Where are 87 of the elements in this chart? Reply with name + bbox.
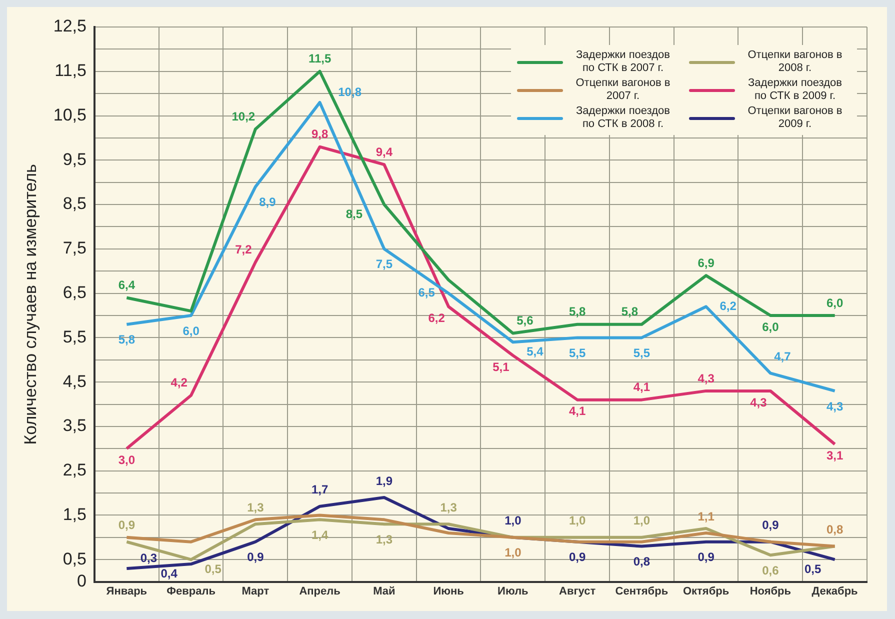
y-tick-label: 5,5: [62, 327, 86, 346]
data-label: 4,2: [170, 376, 188, 390]
data-label: 1,7: [311, 482, 328, 497]
data-label: 4,1: [633, 380, 650, 394]
legend-label: Отцепки вагонов в 2007 г.: [574, 77, 672, 103]
y-tick-label: 1,5: [62, 504, 86, 524]
data-label: 1,9: [376, 474, 393, 488]
data-label: 5,4: [526, 344, 544, 358]
legend-label: Задержки поездов по СТК в 2007 г.: [575, 49, 671, 75]
data-label: 0,9: [247, 550, 264, 564]
y-tick-label: 2,5: [62, 460, 86, 480]
data-label: 0,8: [633, 554, 650, 569]
x-tick-label: Июль: [498, 585, 529, 598]
data-label: 1,3: [440, 500, 458, 514]
data-label: 4,3: [750, 395, 768, 410]
x-tick-label: Май: [373, 585, 396, 598]
data-label: 5,5: [568, 346, 586, 360]
data-label: 4,1: [568, 404, 586, 418]
data-label: 4,3: [698, 371, 715, 386]
data-label: 5,8: [621, 304, 638, 319]
data-label: 0,5: [804, 562, 822, 576]
data-label: 8,9: [259, 195, 276, 210]
data-label: 0,9: [568, 550, 586, 564]
data-label: 0,4: [160, 566, 178, 580]
data-label: 6,2: [428, 310, 446, 325]
data-label: 1,0: [504, 546, 522, 560]
y-tick-label: 3,5: [62, 416, 86, 436]
data-label: 1,0: [633, 514, 650, 528]
data-label: 5,8: [118, 332, 136, 347]
data-label: 5,1: [492, 360, 510, 374]
data-label: 3,1: [826, 448, 844, 463]
data-label: 10,2: [232, 109, 256, 124]
x-tick-label: Ноябрь: [750, 585, 792, 598]
data-label: 8,5: [346, 206, 363, 221]
y-tick-label: 12,5: [53, 16, 86, 36]
y-tick-label: 8,5: [62, 194, 86, 214]
x-tick-label: Декабрь: [812, 585, 858, 598]
data-label: 3,0: [118, 452, 136, 467]
data-label: 0,6: [762, 563, 780, 578]
x-tick-label: Апрель: [299, 585, 341, 598]
data-label: 4,3: [826, 399, 844, 414]
data-label: 7,5: [376, 257, 393, 272]
x-tick-label: Июнь: [433, 585, 464, 598]
x-tick-label: Март: [242, 585, 270, 598]
data-label: 6,4: [118, 278, 136, 292]
y-tick-label: 0,5: [62, 549, 86, 568]
data-label: 10,8: [338, 84, 362, 99]
data-label: 0,9: [762, 518, 780, 532]
data-label: 1,0: [568, 514, 586, 528]
y-axis-title: Количество случаев на измеритель: [20, 164, 40, 445]
legend-label: Задержки поездов по СТК в 2008 г.: [575, 105, 671, 131]
data-label: 1,0: [504, 514, 522, 528]
y-tick-label: 11,5: [54, 61, 86, 80]
data-label: 4,7: [774, 350, 792, 364]
x-tick-label: Октябрь: [682, 585, 730, 598]
data-label: 6,9: [698, 256, 715, 270]
data-label: 0,3: [140, 550, 158, 565]
y-tick-label: 4,5: [62, 372, 86, 391]
data-label: 0,9: [118, 518, 136, 532]
data-label: 0,5: [204, 562, 222, 576]
y-tick-label: 10,5: [53, 105, 86, 124]
data-label: 0,8: [826, 522, 844, 537]
data-label: 5,6: [516, 314, 534, 328]
y-tick-label: 9,5: [62, 150, 86, 169]
data-label: 5,5: [633, 346, 650, 360]
data-label: 1,3: [247, 500, 264, 514]
data-label: 0,9: [698, 550, 715, 564]
y-tick-label: 0: [77, 571, 86, 590]
data-label: 6,0: [826, 296, 844, 310]
legend-label: Отцепки вагонов в 2009 г.: [746, 105, 844, 131]
data-label: 6,5: [418, 286, 436, 300]
data-label: 11,5: [308, 52, 332, 66]
data-label: 6,2: [720, 298, 737, 313]
y-tick-label: 6,5: [62, 282, 86, 302]
legend-label: Задержки поездов по СТК в 2009 г.: [747, 77, 843, 103]
x-tick-label: Август: [558, 585, 596, 598]
x-tick-label: Сентябрь: [615, 585, 668, 598]
data-label: 9,4: [376, 144, 393, 159]
legend-label: Отцепки вагонов в 2008 г.: [746, 49, 844, 75]
data-label: 9,8: [311, 127, 328, 142]
x-tick-label: Февраль: [166, 585, 216, 598]
data-label: 5,8: [568, 304, 586, 319]
data-label: 6,0: [762, 320, 780, 334]
x-tick-label: Январь: [106, 585, 148, 598]
y-tick-label: 7,5: [62, 238, 86, 258]
data-label: 7,2: [235, 242, 252, 257]
data-label: 6,0: [182, 324, 200, 338]
